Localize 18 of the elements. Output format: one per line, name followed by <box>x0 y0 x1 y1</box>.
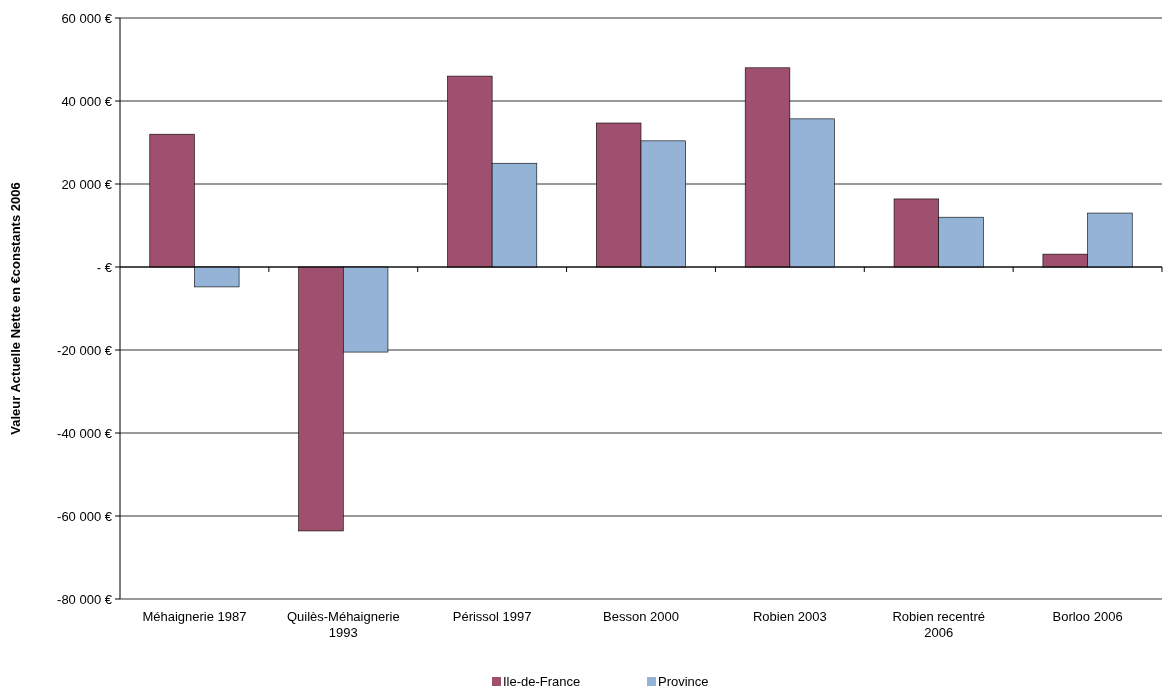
x-tick-label: Robien 2003 <box>752 609 827 624</box>
y-axis-title: Valeur Actuelle Nette en €constants 2006 <box>8 182 23 435</box>
x-tick-label: Méhaignerie 1987 <box>142 609 247 624</box>
y-tick-label: -20 000 € <box>57 342 113 358</box>
y-tick-label: -40 000 € <box>57 425 113 441</box>
legend-label: Province <box>658 674 709 689</box>
y-tick-label: 40 000 € <box>61 93 113 109</box>
x-tick-label: Quilès-Méhaignerie 1993 <box>286 609 400 640</box>
x-tick-label: Périssol 1997 <box>452 609 532 624</box>
y-tick-label: -80 000 € <box>57 591 113 607</box>
y-tick-label: -60 000 € <box>57 508 113 524</box>
legend-label: Ile-de-France <box>503 674 581 689</box>
x-tick-label: Besson 2000 <box>603 609 679 624</box>
x-tick-label: Borloo 2006 <box>1052 609 1123 624</box>
x-tick-label: Robien recentré 2006 <box>892 609 985 640</box>
y-tick-label: 60 000 € <box>61 10 113 26</box>
y-tick-label: - € <box>96 259 113 275</box>
y-tick-label: 20 000 € <box>61 176 113 192</box>
